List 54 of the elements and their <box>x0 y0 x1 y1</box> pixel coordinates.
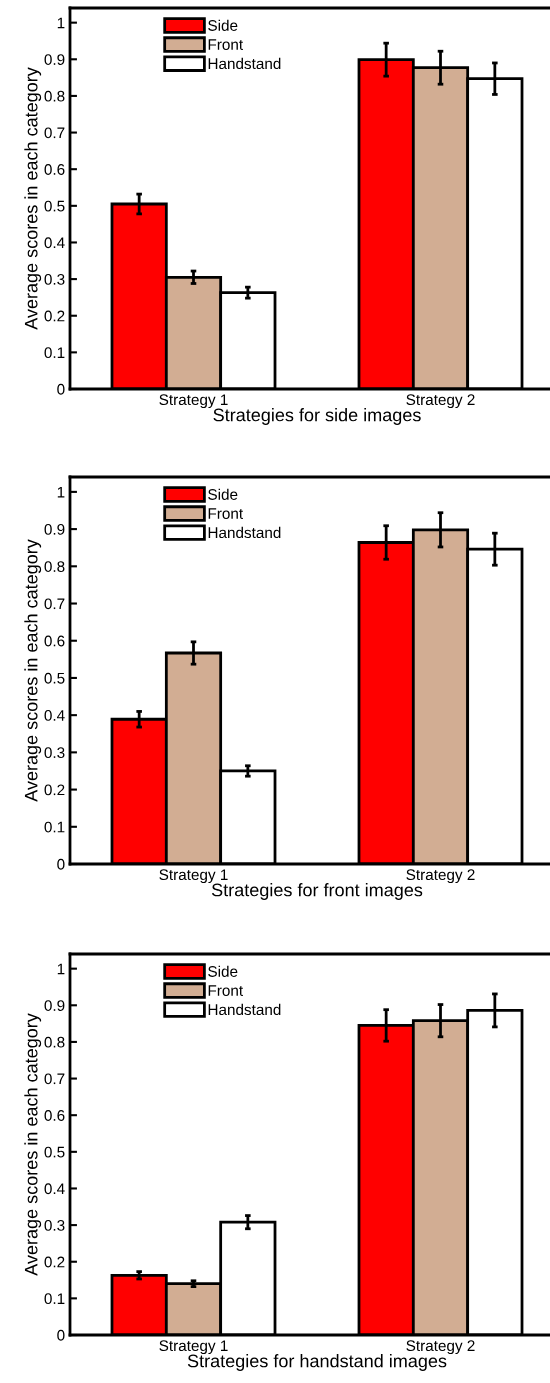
y-tick-label: 0.8 <box>44 1036 65 1048</box>
y-axis-title: Average scores in each category <box>24 1013 42 1276</box>
x-tick-label: Strategy 1 <box>159 869 228 884</box>
legend-label: Handstand <box>208 57 281 70</box>
y-axis-title: Average scores in each category <box>24 539 42 802</box>
y-tick-label: 0.8 <box>44 561 65 572</box>
x-tick-label: Strategy 2 <box>406 1340 475 1355</box>
y-tick-label: 0.7 <box>44 598 65 610</box>
y-tick-label: 0.9 <box>44 1000 65 1011</box>
legend-label: Front <box>208 508 243 519</box>
y-tick-label: 0.9 <box>44 523 65 535</box>
y-tick-label: 1 <box>57 17 65 29</box>
legend-label: Handstand <box>208 1003 281 1016</box>
y-tick-label: 0.3 <box>44 273 65 285</box>
y-tick-label: 0.4 <box>44 1183 65 1195</box>
y-tick-label: 0.6 <box>44 635 65 647</box>
legend-label: Side <box>208 965 238 977</box>
legend-label: Front <box>208 985 243 996</box>
x-axis-title: Strategies for handstand images <box>187 1354 447 1371</box>
y-tick-label: 0.9 <box>44 54 65 65</box>
y-tick-label: 0.1 <box>44 821 65 833</box>
y-tick-label: 1 <box>57 486 65 498</box>
x-tick-label: Strategy 1 <box>159 394 228 409</box>
x-tick-label: Strategy 2 <box>406 869 475 884</box>
y-tick-label: 0.7 <box>44 127 65 139</box>
y-tick-label: 0.4 <box>44 237 65 249</box>
legend-label: Side <box>208 19 238 31</box>
x-axis-title: Strategies for front images <box>211 883 423 900</box>
y-tick-label: 0.8 <box>44 90 65 102</box>
x-tick-label: Strategy 1 <box>159 1340 228 1355</box>
y-tick-label: 0.1 <box>44 1293 65 1305</box>
y-tick-label: 0.2 <box>44 1256 65 1268</box>
y-tick-label: 0.5 <box>44 1146 65 1158</box>
y-tick-label: 0.5 <box>44 672 65 684</box>
y-tick-label: 0.2 <box>44 784 65 796</box>
y-tick-label: 0.6 <box>44 164 65 175</box>
legend-label: Side <box>208 488 238 500</box>
y-axis-title: Average scores in each category <box>24 67 42 330</box>
x-tick-label: Strategy 2 <box>406 394 475 409</box>
y-tick-label: 0.4 <box>44 710 65 721</box>
y-tick-label: 0.5 <box>44 200 65 212</box>
legend-label: Front <box>208 39 243 50</box>
y-tick-label: 0.3 <box>44 747 65 759</box>
y-tick-label: 1 <box>57 963 65 975</box>
y-tick-label: 0.1 <box>44 347 65 359</box>
x-axis-title: Strategies for side images <box>213 408 421 425</box>
legend-label: Handstand <box>208 526 281 539</box>
y-tick-label: 0.3 <box>44 1219 65 1231</box>
y-tick-label: 0 <box>57 383 65 395</box>
y-tick-label: 0.2 <box>44 310 65 322</box>
y-tick-label: 0.6 <box>44 1110 65 1121</box>
y-tick-label: 0 <box>57 1329 65 1341</box>
y-tick-label: 0.7 <box>44 1073 65 1085</box>
y-tick-label: 0 <box>57 858 65 870</box>
